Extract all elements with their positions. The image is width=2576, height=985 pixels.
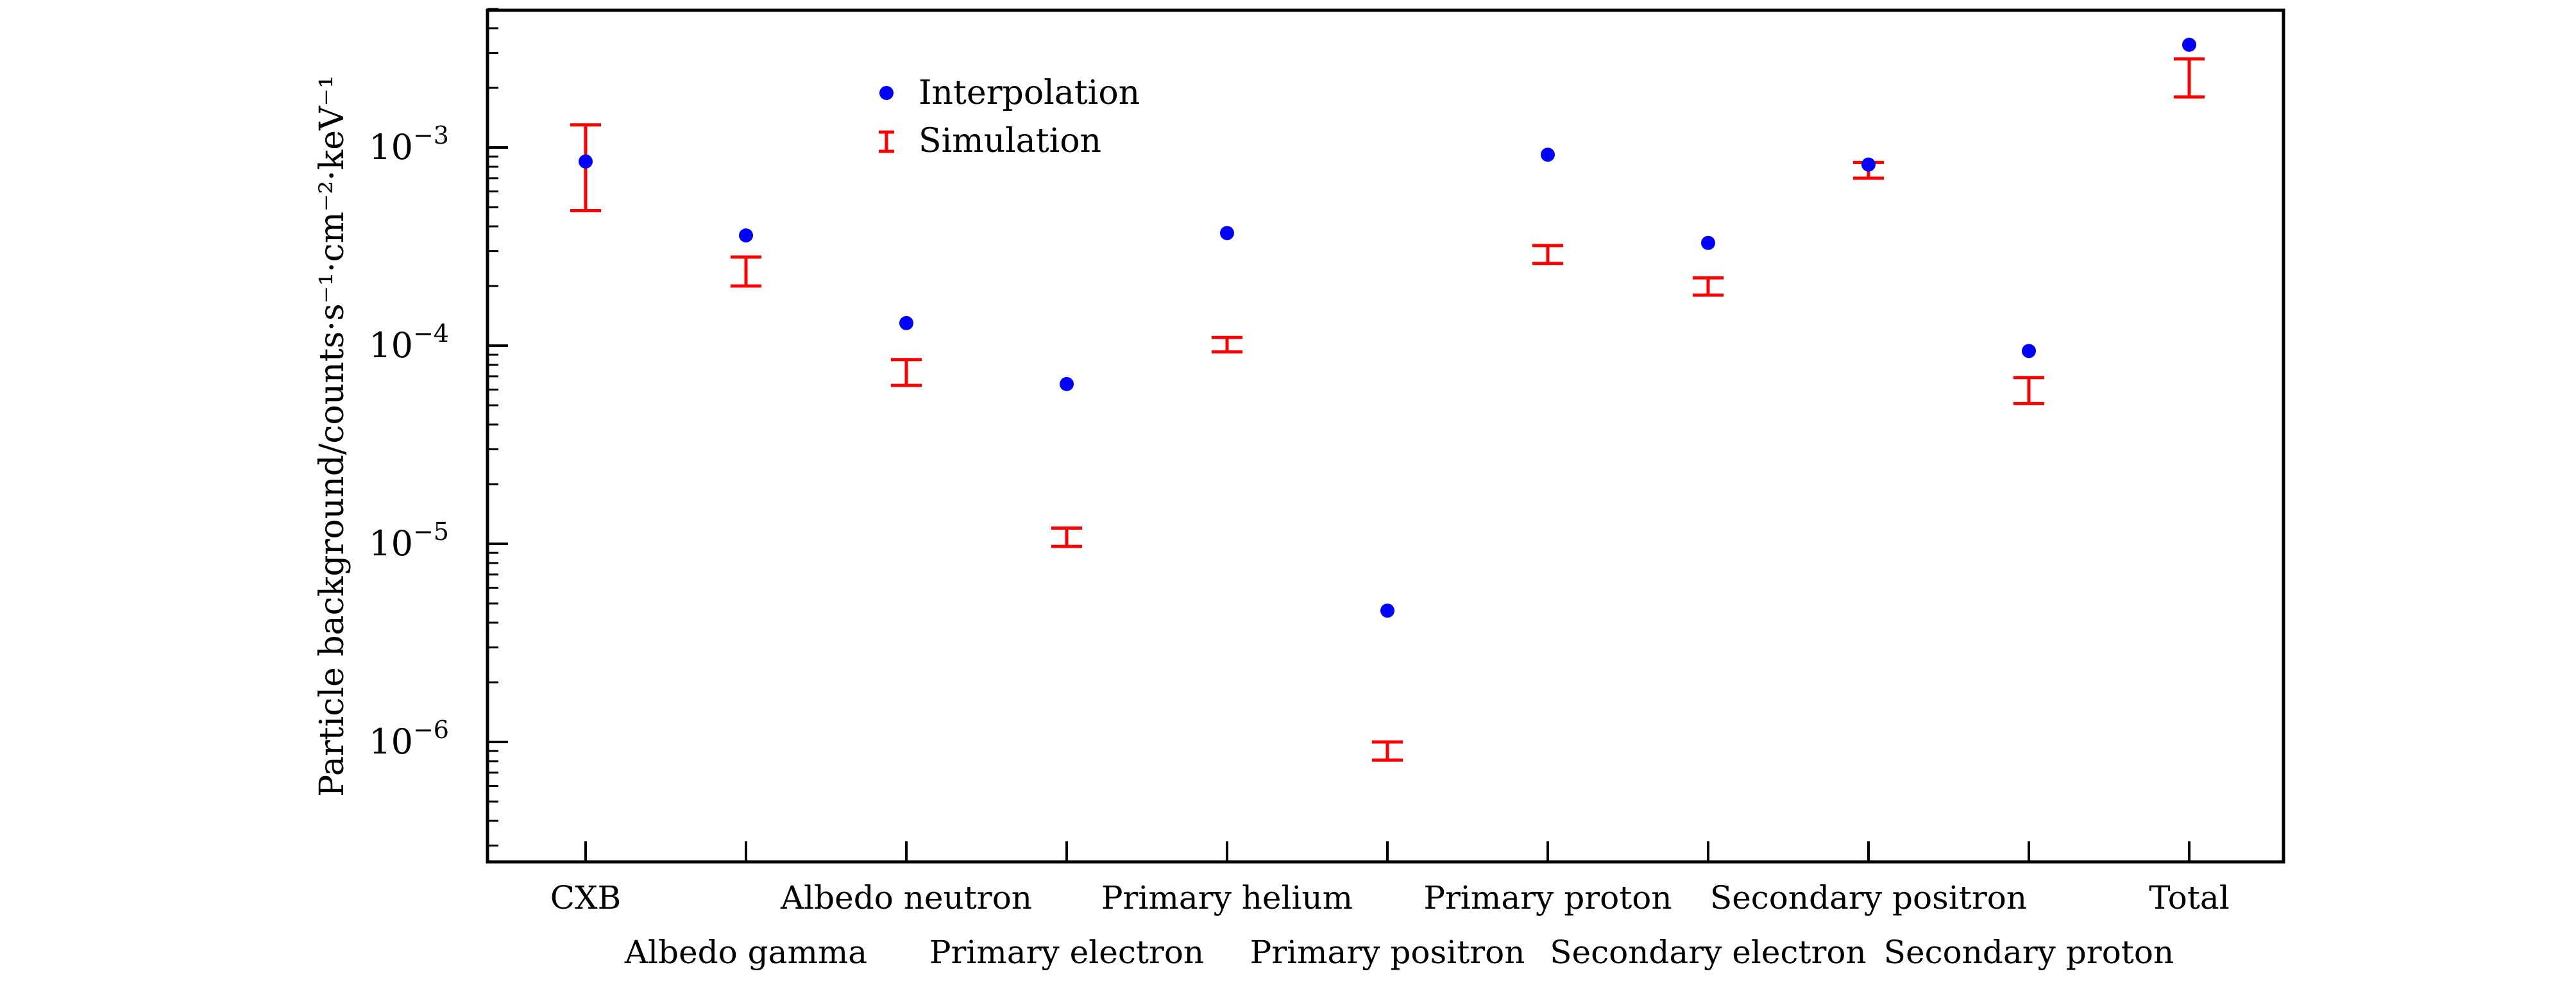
x-category-label: Primary helium — [1101, 879, 1353, 916]
x-category-label: Albedo gamma — [624, 934, 867, 971]
x-category-label: Secondary proton — [1884, 934, 2174, 971]
interpolation-series — [579, 37, 2196, 618]
interpolation-point — [1060, 376, 1074, 391]
x-category-label: Total — [2149, 879, 2229, 916]
interpolation-point — [899, 316, 913, 330]
simulation-errorbar — [2174, 57, 2205, 99]
x-category-label: Primary positron — [1250, 934, 1525, 971]
x-category-label: Primary electron — [929, 934, 1204, 971]
y-tick-label: 10−6 — [369, 716, 449, 762]
legend-simulation-label: Simulation — [919, 122, 1101, 160]
interpolation-point — [1541, 147, 1555, 162]
simulation-errorbar — [1212, 335, 1242, 354]
x-category-label: Secondary positron — [1710, 879, 2027, 916]
simulation-errorbar — [1693, 276, 1724, 297]
simulation-errorbar — [2013, 376, 2044, 405]
x-category-label: Secondary electron — [1550, 934, 1866, 971]
legend-interpolation-marker — [879, 86, 894, 100]
y-tick-label: 10−4 — [369, 319, 449, 366]
simulation-errorbar — [891, 358, 922, 387]
simulation-errorbar — [1372, 740, 1403, 762]
interpolation-point — [1380, 603, 1394, 618]
interpolation-point — [2182, 37, 2196, 52]
interpolation-point — [1701, 235, 1715, 250]
x-category-label: CXB — [550, 879, 622, 916]
x-category-label: Albedo neutron — [780, 879, 1032, 916]
interpolation-point — [579, 154, 593, 169]
simulation-series — [570, 57, 2205, 762]
legend-simulation-marker — [879, 130, 894, 153]
legend-interpolation-label: Interpolation — [919, 74, 1140, 112]
simulation-errorbar — [1532, 244, 1563, 265]
x-category-label: Primary proton — [1423, 879, 1672, 916]
axis-ticks — [487, 8, 2190, 862]
y-tick-labels: 10−3 10−4 10−5 10−6 — [369, 121, 449, 762]
legend: Interpolation Simulation — [879, 74, 1140, 160]
interpolation-point — [2022, 344, 2036, 358]
interpolation-point — [1220, 226, 1234, 240]
plot-frame — [486, 8, 2285, 864]
y-tick-label: 10−3 — [369, 121, 449, 167]
interpolation-point — [1861, 157, 1876, 172]
simulation-errorbar — [731, 255, 761, 288]
y-tick-label: 10−5 — [369, 518, 449, 564]
interpolation-point — [739, 228, 753, 243]
y-axis-label: Particle background/counts·s⁻¹·cm⁻²·keV⁻… — [313, 75, 352, 797]
simulation-errorbar — [1051, 526, 1082, 548]
